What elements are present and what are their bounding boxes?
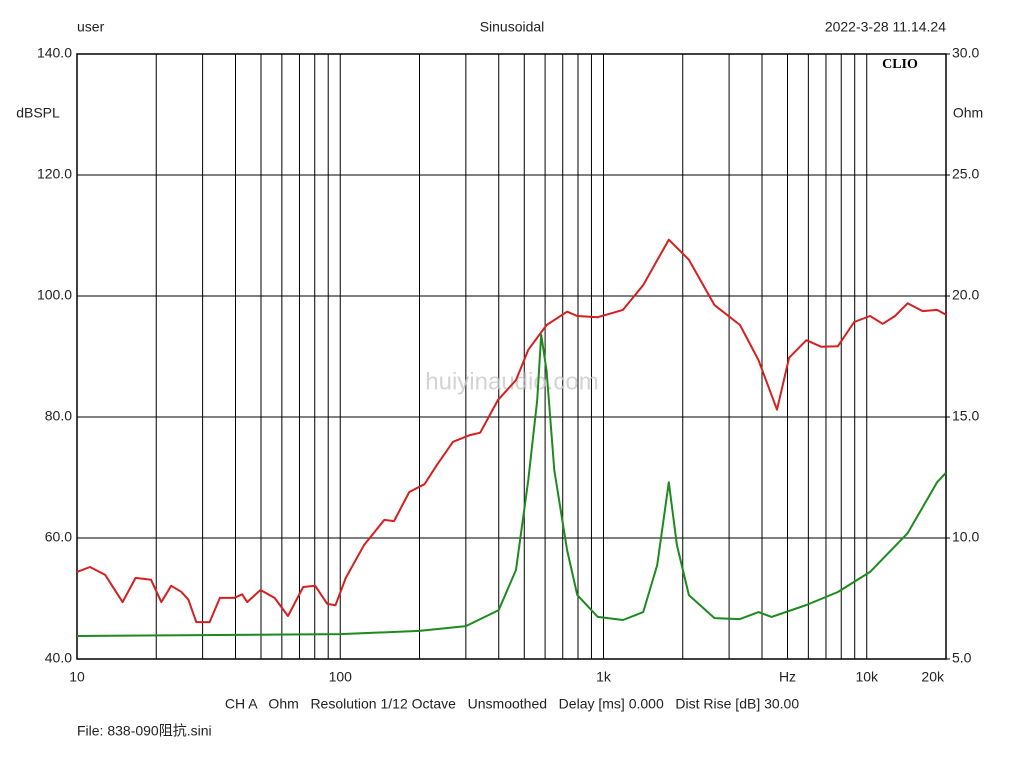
chart-title: Sinusoidal [480,19,545,35]
x-tick-label: 10 [69,669,85,685]
y2-tick-label: 30.0 [952,45,979,61]
y2-tick-label: 5.0 [952,650,972,666]
y-axis-label: dBSPL [16,105,60,121]
series-line [76,238,947,624]
y-tick-label: 40.0 [45,650,72,666]
y2-tick-label: 15.0 [952,408,979,424]
header-right: 2022-3-28 11.14.24 [825,19,946,35]
y-tick-label: 120.0 [37,166,72,182]
y2-tick-label: 10.0 [952,529,979,545]
plot-frame [76,53,947,660]
file-name: File: 838-090阻抗.sini [77,723,212,739]
y2-tick-label: 20.0 [952,287,979,303]
y-tick-label: 80.0 [45,408,72,424]
y-tick-label: 60.0 [45,529,72,545]
brand: CLIO [882,57,918,72]
watermark: huiyinaudio.com [425,368,598,395]
y-tick-label: 140.0 [37,45,72,61]
y2-tick-label: 25.0 [952,166,979,182]
header-left: user [77,19,105,35]
x-tick-label: 1k [596,669,612,685]
y2-axis-label: Ohm [953,105,983,121]
footer: CH A Ohm Resolution 1/12 Octave Unsmooth… [225,696,799,712]
x-tick-label: 20k [921,669,945,685]
x-tick-label: Hz [779,669,796,685]
series-line [76,333,947,637]
y-tick-label: 100.0 [37,287,72,303]
x-tick-label: 100 [329,669,353,685]
x-tick-label: 10k [855,669,879,685]
